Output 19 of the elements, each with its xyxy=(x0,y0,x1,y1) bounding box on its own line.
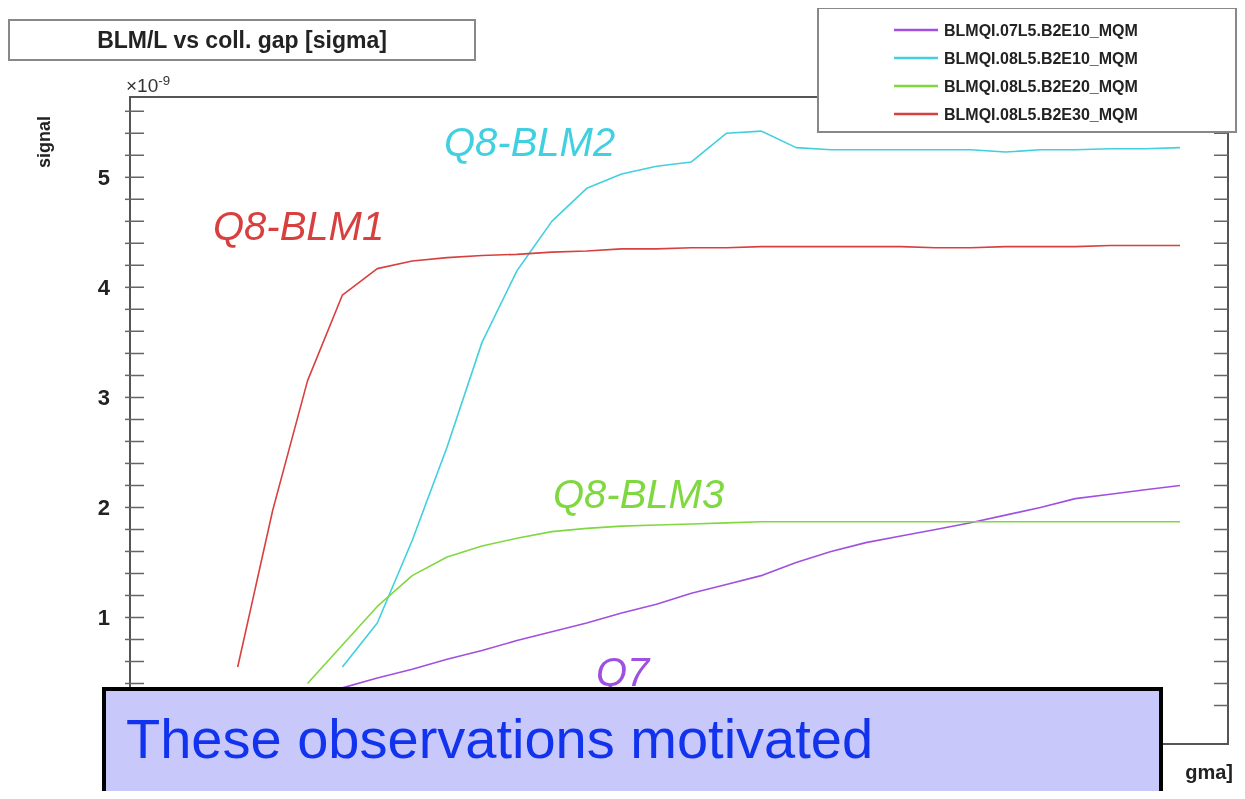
legend-label: BLMQI.07L5.B2E10_MQM xyxy=(944,21,1138,39)
y-axis-title: signal xyxy=(34,115,54,169)
legend-label: BLMQI.08L5.B2E20_MQM xyxy=(944,77,1138,95)
annotation: Q8-BLM3 xyxy=(553,472,725,516)
annotation: Q8-BLM2 xyxy=(444,120,616,164)
annotation: Q8-BLM1 xyxy=(213,204,385,248)
y-tick-label: 4 xyxy=(97,275,111,301)
annotation: These observations motivated xyxy=(126,707,874,770)
text: ×10$^{-9}$ xyxy=(126,72,171,96)
legend-label: BLMQI.08L5.B2E10_MQM xyxy=(944,49,1138,67)
line-series xyxy=(306,520,1181,685)
y-tick-label: 2 xyxy=(97,495,110,521)
y-tick-label: 1 xyxy=(97,605,110,631)
text-box: These observations motivated xyxy=(102,687,1163,791)
legend-label: BLMQI.08L5.B2E30_MQM xyxy=(944,105,1138,123)
x-axis-title: gma] xyxy=(1185,761,1233,783)
y-tick-label: 5 xyxy=(97,165,110,191)
chart-title: BLM/L vs coll. gap [sigma] xyxy=(97,27,387,54)
y-tick-label: 3 xyxy=(97,385,110,411)
